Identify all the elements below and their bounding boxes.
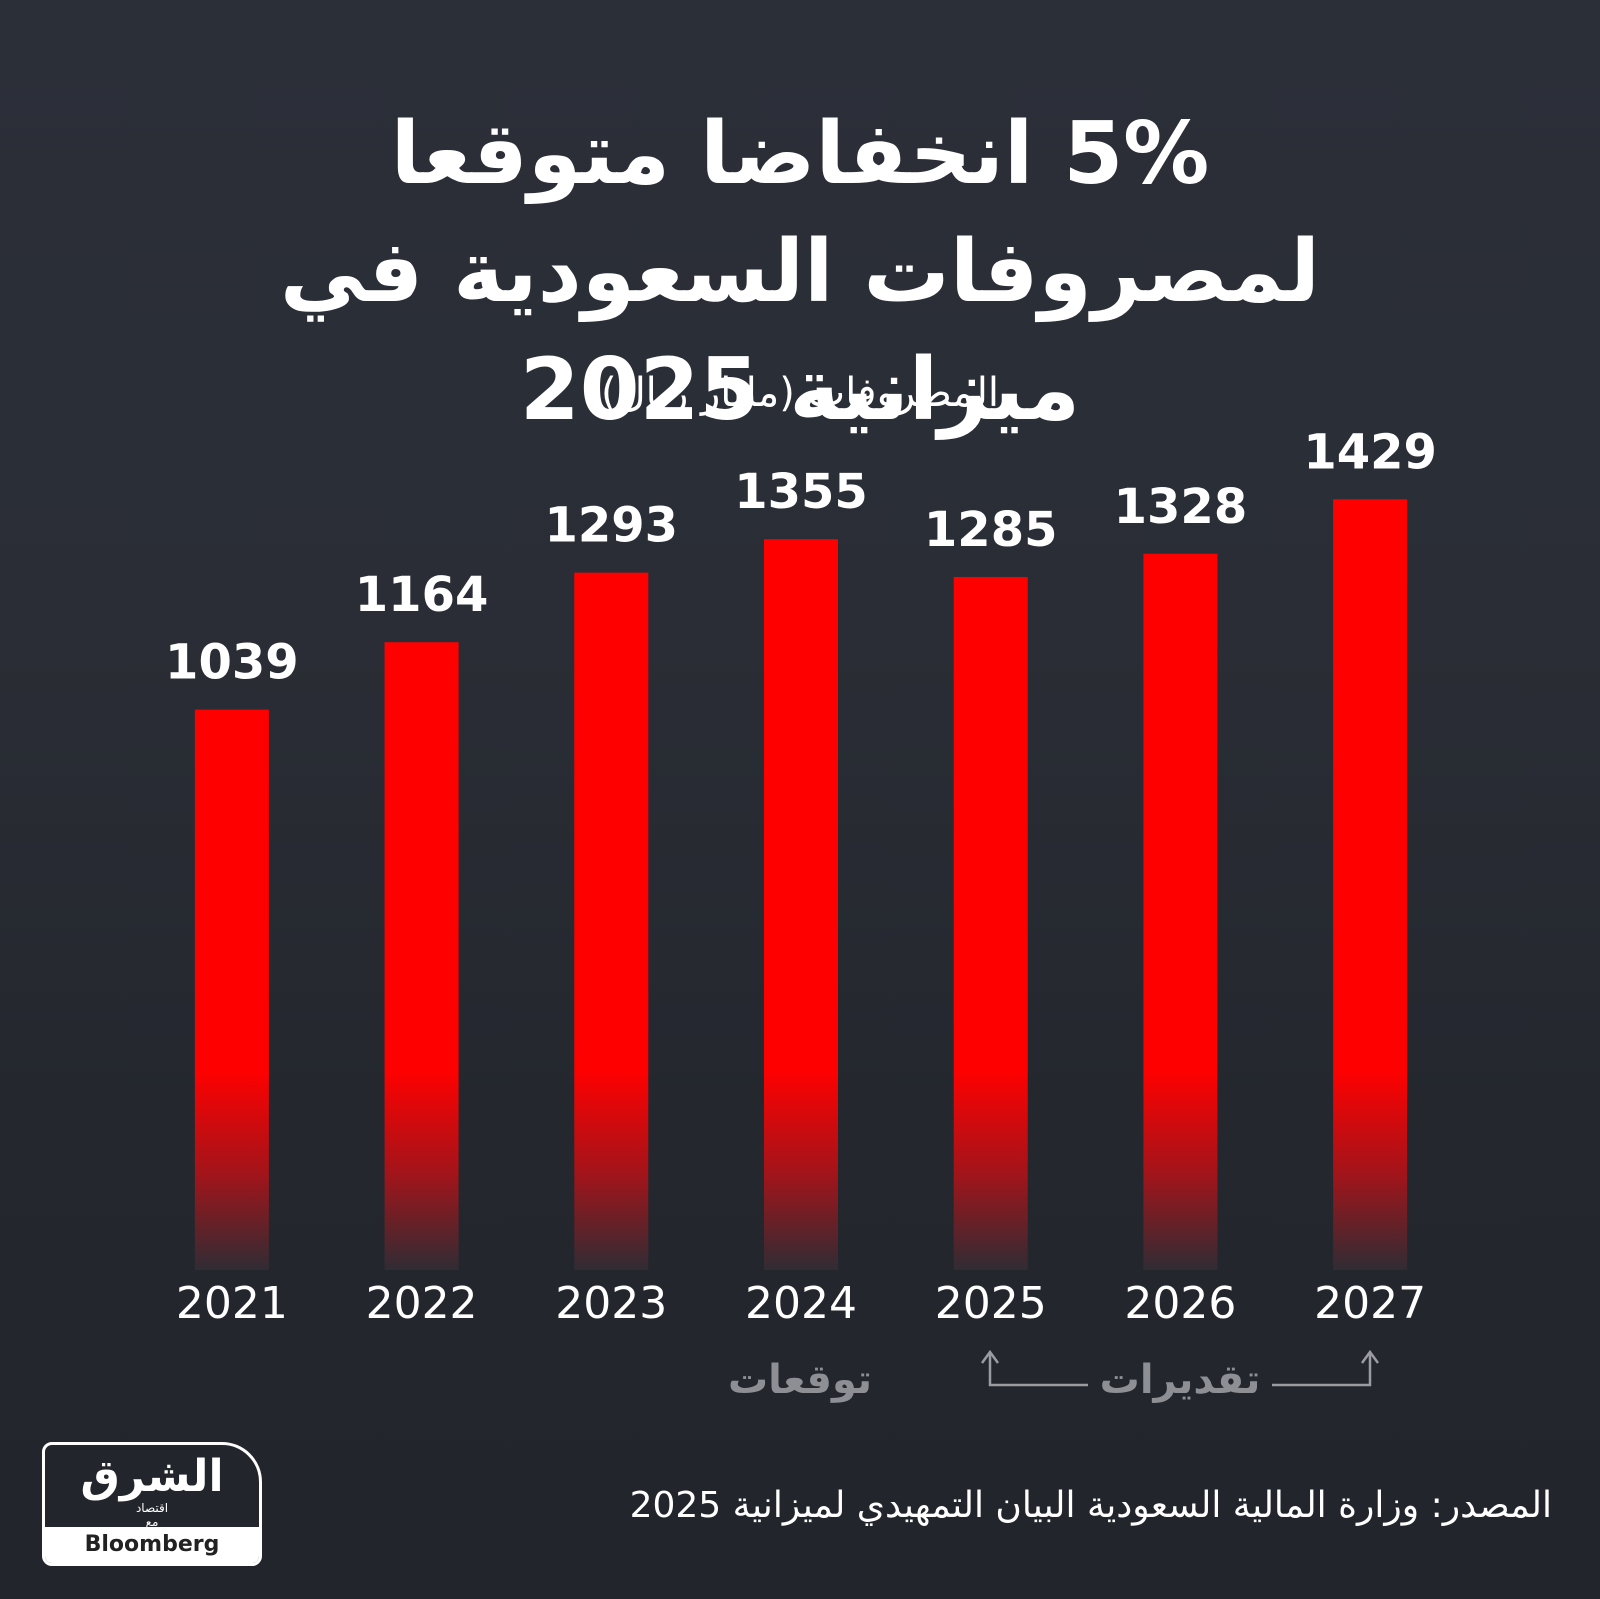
value-label: 1293 (544, 498, 678, 554)
logo-sub: اقتصاد (135, 1501, 169, 1515)
bar (953, 576, 1028, 1270)
bar (1143, 553, 1218, 1270)
value-label: 1285 (924, 502, 1058, 558)
value-label: 1429 (1303, 424, 1437, 480)
value-label: 1164 (355, 567, 489, 623)
source: المصدر: وزارة المالية السعودية البيان ال… (629, 1485, 1552, 1526)
bar (1333, 499, 1408, 1270)
x-tick-label: 2025 (935, 1278, 1047, 1329)
bar (384, 642, 459, 1270)
annotation: تقديرات (1100, 1357, 1261, 1403)
value-label: 1039 (165, 635, 299, 691)
annotation: توقعات (728, 1357, 872, 1403)
logo-partner: Bloomberg (45, 1527, 259, 1563)
chart-subtitle: المصروفات (مليار ريال) (600, 370, 1000, 416)
logo-with: مع (145, 1515, 159, 1529)
logo: الشرق اقتصاد مع Bloomberg (42, 1442, 262, 1566)
value-label: 1355 (734, 464, 868, 520)
x-tick-label: 2021 (176, 1278, 288, 1329)
bar (574, 572, 649, 1270)
x-tick-label: 2023 (555, 1278, 667, 1329)
x-tick-label: 2024 (745, 1278, 857, 1329)
bar (764, 539, 838, 1270)
x-tick-label: 2022 (366, 1278, 478, 1329)
logo-name: الشرق (80, 1451, 224, 1502)
chart-title: 5% انخفاضا متوقعا لمصروفات السعودية في م… (279, 104, 1321, 440)
x-tick-label: 2026 (1124, 1278, 1236, 1329)
x-tick-label: 2027 (1314, 1278, 1426, 1329)
value-label: 1328 (1114, 479, 1248, 535)
bar (194, 709, 269, 1270)
annotation-arrows (980, 1349, 1380, 1387)
